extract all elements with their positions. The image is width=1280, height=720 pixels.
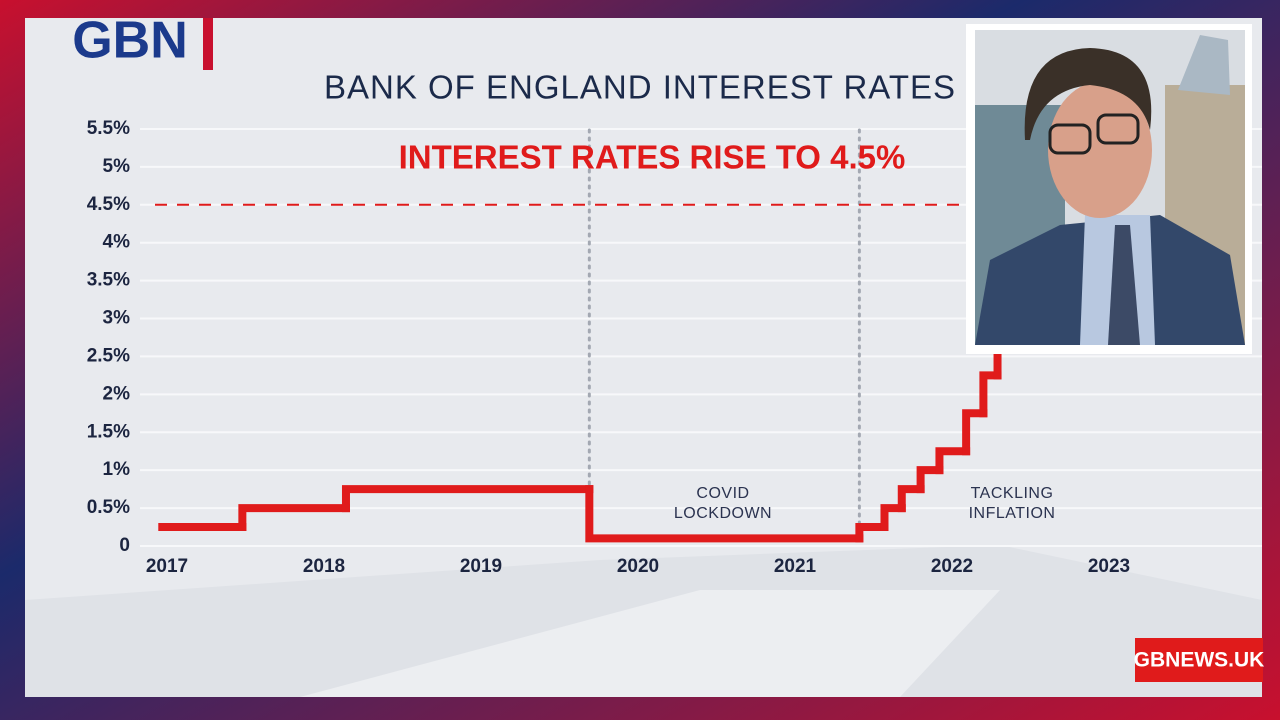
chart-subtitle: INTEREST RATES RISE TO 4.5% <box>399 139 906 176</box>
y-tick-label: 5.5% <box>87 118 130 139</box>
step-segment <box>880 504 906 532</box>
x-tick-label: 2017 <box>146 556 188 577</box>
annotation: INFLATION <box>969 505 1056 522</box>
step-segment <box>341 485 594 513</box>
watermark: GBNEWS.UK <box>1134 649 1265 672</box>
x-tick-label: 2018 <box>303 556 345 577</box>
chart-title: BANK OF ENGLAND INTEREST RATES <box>324 69 956 106</box>
annotation: COVID <box>696 485 749 502</box>
step-segment <box>855 523 889 543</box>
glasses <box>1096 113 1140 145</box>
glasses <box>1048 123 1092 155</box>
step-segment <box>935 447 971 475</box>
step-segment <box>979 371 1002 418</box>
step-segment <box>916 466 944 494</box>
step-segment <box>585 485 864 543</box>
logo-stripe <box>203 18 213 70</box>
y-tick-label: 4.5% <box>87 194 130 215</box>
presenter-inset <box>966 24 1252 354</box>
step-segment <box>962 409 988 456</box>
y-tick-label: 2% <box>103 383 131 404</box>
y-tick-label: 3.5% <box>87 270 130 291</box>
tie <box>1108 225 1140 345</box>
x-tick-label: 2020 <box>617 556 659 577</box>
y-tick-label: 1% <box>103 459 131 480</box>
building <box>1178 35 1230 95</box>
x-tick-label: 2022 <box>931 556 973 577</box>
watermark-box <box>1135 638 1263 682</box>
y-tick-label: 4% <box>103 232 131 253</box>
annotation: LOCKDOWN <box>674 505 772 522</box>
step-segment <box>897 485 925 513</box>
hair <box>1024 48 1152 140</box>
x-tick-label: 2021 <box>774 556 817 577</box>
panel-shade <box>300 590 1000 697</box>
y-tick-label: 0 <box>119 535 130 556</box>
y-tick-label: 1.5% <box>87 421 130 442</box>
y-tick-label: 5% <box>103 156 131 177</box>
x-tick-label: 2019 <box>460 556 502 577</box>
x-tick-label: 2023 <box>1088 556 1130 577</box>
annotation: TACKLING <box>971 485 1054 502</box>
y-tick-label: 2.5% <box>87 345 130 366</box>
y-tick-label: 0.5% <box>87 497 130 518</box>
step-segment <box>238 504 350 532</box>
logo: GBN <box>72 12 188 70</box>
y-tick-label: 3% <box>103 308 131 329</box>
